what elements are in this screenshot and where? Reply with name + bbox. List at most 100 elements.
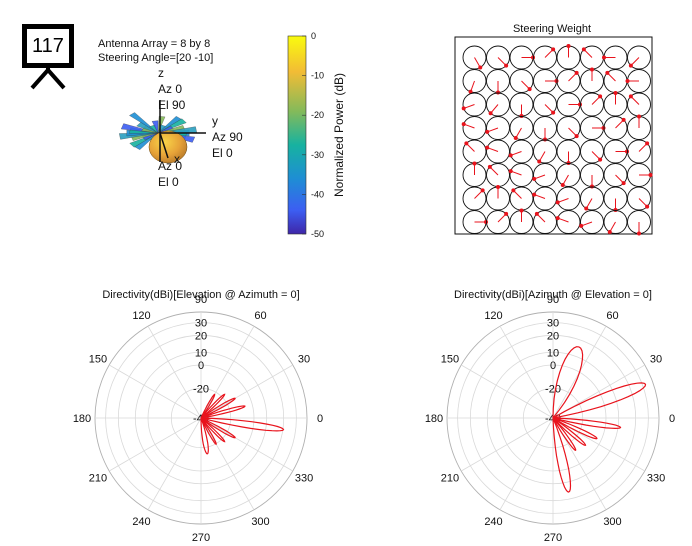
- weight-phase-tip: [613, 91, 618, 95]
- weight-phase-tip: [574, 70, 579, 75]
- colorbar-tick-label: -40: [311, 189, 324, 199]
- array-info: Antenna Array = 8 by 8 Steering Angle=[2…: [98, 37, 213, 65]
- colorbar-tick-label: -20: [311, 110, 324, 120]
- polar-elevation-title: Directivity(dBi)[Elevation @ Azimuth = 0…: [102, 289, 299, 301]
- polar-grid-spoke: [200, 417, 255, 510]
- directivity-lobe: [552, 417, 598, 440]
- weight-element: [462, 45, 487, 70]
- weight-phase-tip: [484, 220, 488, 224]
- weight-element: [509, 163, 534, 187]
- weight-phase-tip: [621, 117, 626, 122]
- slide-number: 117: [32, 34, 64, 57]
- weight-element: [462, 92, 487, 117]
- polar-radius-label: 30: [195, 318, 207, 330]
- directivity-lobe: [200, 393, 226, 419]
- weight-phase-tip: [464, 141, 469, 146]
- weight-element: [627, 139, 651, 164]
- weight-phase-tip: [613, 208, 618, 212]
- polar-grid-spoke: [147, 417, 202, 510]
- polar-angle-label: 30: [298, 354, 310, 366]
- weight-element: [509, 69, 534, 93]
- weight-element: [462, 69, 487, 93]
- z-axis-label: z: [158, 66, 164, 80]
- weight-phase-tip: [584, 206, 589, 211]
- polar-angle-label: 240: [484, 516, 502, 528]
- weight-phase-tip: [637, 231, 641, 236]
- x-axis-line: [159, 132, 169, 159]
- weight-phase-tip: [504, 63, 509, 68]
- polar-angle-label: 90: [195, 294, 207, 306]
- weight-element: [627, 186, 651, 211]
- weight-element: [603, 163, 628, 187]
- pattern-lobes: [119, 112, 197, 164]
- polar-angle-label: 0: [317, 413, 323, 425]
- weight-phase-tip: [645, 141, 650, 146]
- polar-angle-label: 270: [192, 532, 210, 544]
- steering-weight-frame: [454, 36, 653, 235]
- polar-radius-label: 10: [547, 347, 559, 359]
- colorbar-gradient: [287, 35, 307, 235]
- weight-element: [486, 210, 510, 234]
- polar-grid-spoke: [109, 364, 202, 419]
- weight-element: [533, 210, 557, 234]
- polar-grid-spoke: [200, 364, 293, 419]
- weight-phase-tip: [468, 89, 473, 94]
- polar-grid-spoke: [499, 326, 554, 419]
- weight-phase-tip: [519, 208, 524, 213]
- steering-weight-title: Steering Weight: [513, 23, 591, 35]
- polar-radius-label: 10: [195, 347, 207, 359]
- weight-phase-tip: [607, 229, 612, 234]
- weight-phase-tip: [504, 211, 509, 216]
- weight-element: [533, 186, 557, 211]
- weight-element: [556, 210, 581, 234]
- weight-phase-tip: [532, 176, 537, 181]
- polar-angle-label: 300: [603, 516, 621, 528]
- z-axis-az: Az 0: [158, 82, 182, 96]
- polar-azimuth-title: Directivity(dBi)[Azimuth @ Elevation = 0…: [454, 289, 652, 301]
- weight-phase-tip: [461, 106, 466, 111]
- presentation-board-icon: [30, 66, 66, 90]
- polar-grid-spoke: [461, 364, 554, 419]
- x-axis-az: Az 0: [158, 159, 182, 173]
- polar-radius-label: -20: [193, 383, 209, 395]
- polar-angle-label: 120: [484, 310, 502, 322]
- x-axis-el: El 0: [158, 175, 179, 189]
- weight-phase-tip: [461, 122, 466, 127]
- directivity-lobe: [200, 417, 236, 439]
- weight-element: [580, 210, 604, 234]
- weight-phase-tip: [551, 47, 556, 52]
- polar-angle-label: 240: [132, 516, 150, 528]
- polar-angle-label: 150: [441, 354, 459, 366]
- weight-phase-tip: [560, 182, 565, 187]
- polar-angle-label: 90: [547, 294, 559, 306]
- polar-angle-label: 60: [254, 310, 266, 322]
- weight-phase-tip: [537, 159, 542, 164]
- slide-number-badge: 117: [22, 24, 74, 68]
- weight-element: [533, 45, 557, 70]
- array-size-label: Antenna Array = 8 by 8: [98, 38, 211, 50]
- weight-element: [509, 139, 534, 164]
- weight-element: [556, 186, 581, 211]
- weight-element: [580, 139, 604, 164]
- weight-phase-tip: [555, 216, 560, 221]
- weight-phase-tip: [590, 67, 594, 72]
- weight-phase-tip: [628, 63, 633, 68]
- weight-phase-tip: [511, 188, 516, 193]
- weight-phase-tip: [496, 90, 500, 95]
- weight-element: [486, 116, 510, 140]
- weight-phase-tip: [543, 137, 547, 142]
- pattern-mainlobe: [148, 130, 188, 164]
- polar-angle-label: 330: [295, 473, 313, 485]
- weight-element: [486, 139, 510, 164]
- weight-element: [462, 186, 487, 211]
- weight-phase-tip: [487, 164, 492, 169]
- steering-angle-label: Steering Angle=[20 -10]: [98, 52, 214, 64]
- weight-phase-tip: [551, 110, 556, 115]
- directivity-lobe: [200, 397, 236, 419]
- weight-phase-tip: [555, 200, 560, 205]
- weight-phase-tip: [519, 114, 524, 118]
- weight-phase-tip: [645, 204, 650, 209]
- x-axis-label: x: [174, 152, 180, 166]
- polar-radius-label: 0: [550, 360, 556, 372]
